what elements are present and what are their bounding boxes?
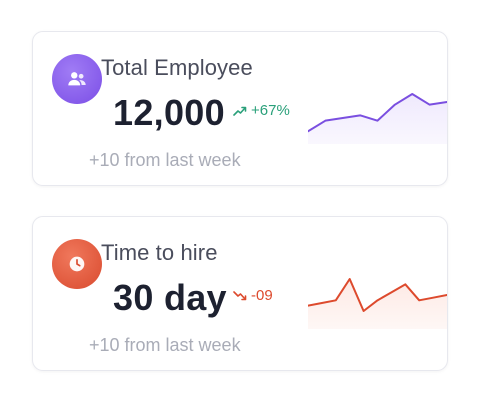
total-employee-card[interactable]: Total Employee 12,000 +67% +10 from last… (32, 31, 448, 186)
sparkline-area (308, 279, 447, 329)
card-subtext: +10 from last week (89, 150, 241, 170)
card-subtext: +10 from last week (89, 335, 241, 355)
time-to-hire-card[interactable]: Time to hire 30 day -09 +10 from last we… (32, 216, 448, 371)
sparkline-area (308, 94, 447, 144)
delta-value: -09 (251, 287, 273, 304)
users-icon (68, 72, 86, 86)
metric-value: 12,000 (113, 92, 225, 133)
trend-down-icon (233, 290, 247, 300)
hire-time-trend-sparkline (308, 278, 447, 329)
delta-value: +67% (251, 102, 290, 119)
employee-trend-sparkline (308, 93, 447, 144)
sparkline-line (308, 278, 447, 312)
metric-value: 30 day (113, 277, 227, 318)
card-title: Time to hire (101, 240, 218, 265)
sparkline-line (308, 93, 447, 133)
clock-icon-badge (52, 239, 102, 289)
delta-indicator: -09 (233, 287, 273, 304)
trend-up-icon (233, 106, 247, 116)
clock-icon (69, 256, 85, 272)
delta-indicator: +67% (233, 102, 290, 119)
card-title: Total Employee (101, 55, 253, 80)
users-icon-badge (52, 54, 102, 104)
